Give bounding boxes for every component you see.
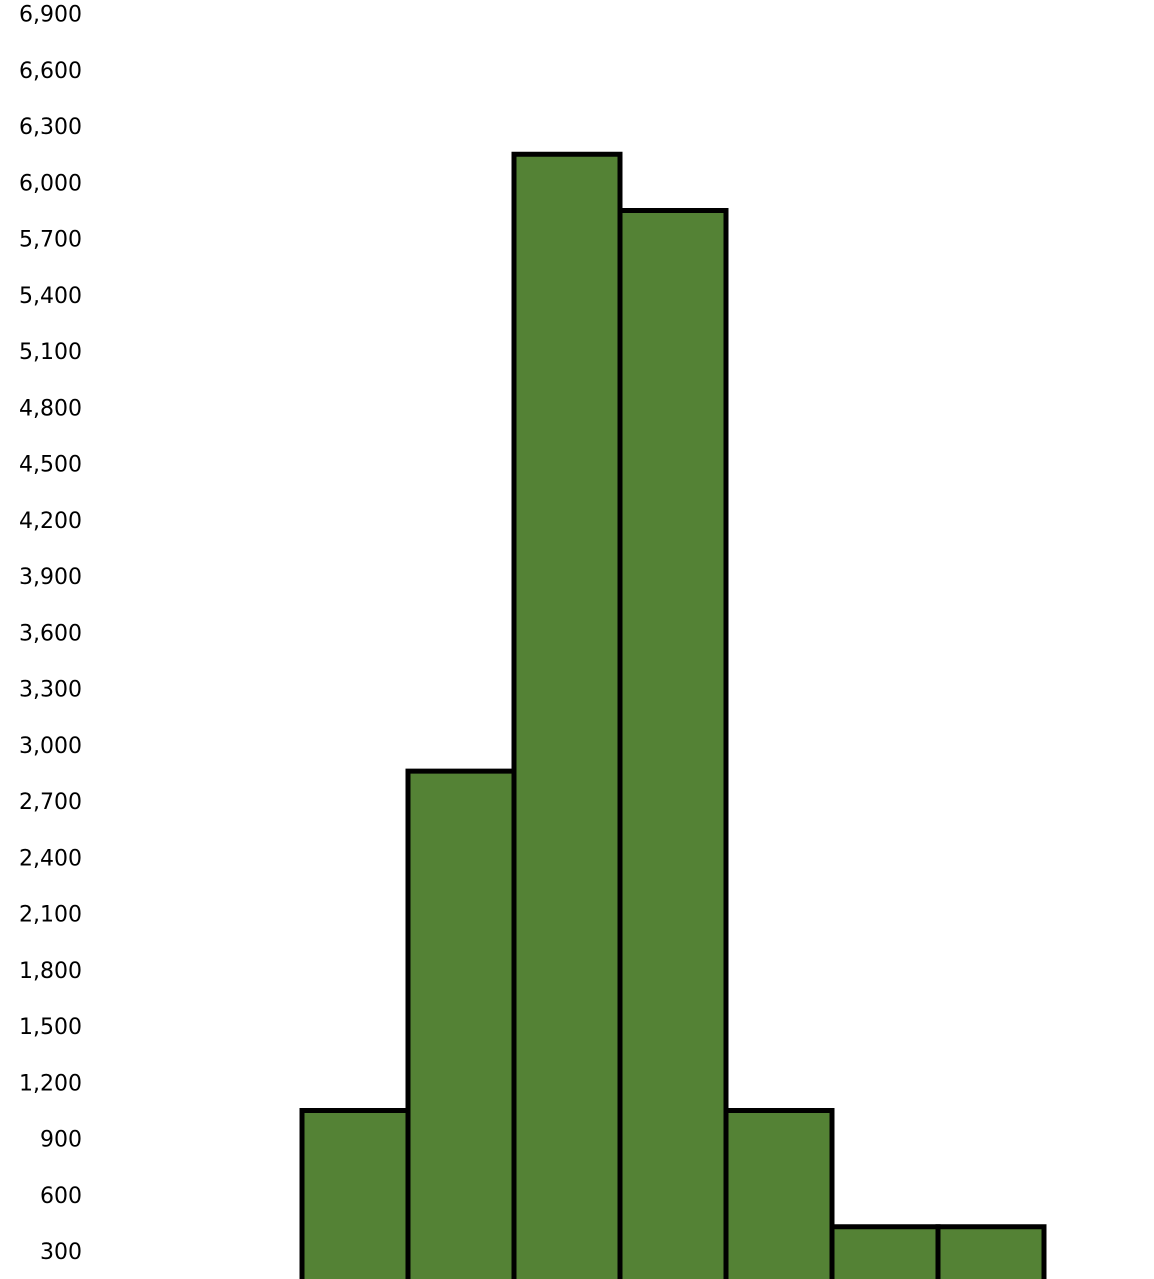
y-tick-label: 4,800 — [19, 396, 82, 421]
bars-group — [299, 151, 1047, 1279]
y-tick-label: 1,500 — [19, 1015, 82, 1040]
histogram-bar — [935, 1224, 1047, 1279]
y-tick-label: 5,700 — [19, 228, 82, 253]
y-tick-label: 1,800 — [19, 959, 82, 984]
y-tick-label: 4,500 — [19, 453, 82, 478]
y-tick-label: 3,900 — [19, 565, 82, 590]
y-tick-label: 600 — [40, 1184, 82, 1209]
y-tick-label: 900 — [40, 1128, 82, 1153]
y-tick-label: 4,200 — [19, 509, 82, 534]
y-tick-label: 2,100 — [19, 903, 82, 928]
y-tick-label: 2,700 — [19, 790, 82, 815]
y-tick-label: 3,300 — [19, 678, 82, 703]
y-tick-label: 6,600 — [19, 59, 82, 84]
y-tick-label: 2,400 — [19, 846, 82, 871]
y-tick-label: 1,200 — [19, 1071, 82, 1096]
histogram-bar — [723, 1108, 835, 1279]
histogram-bar — [299, 1108, 411, 1279]
y-tick-label: 5,400 — [19, 284, 82, 309]
y-tick-label: 6,300 — [19, 115, 82, 140]
histogram-bar — [405, 768, 517, 1279]
y-tick-label: 6,900 — [19, 3, 82, 28]
histogram-bar — [511, 151, 623, 1279]
histogram-bar — [829, 1224, 941, 1279]
y-tick-label: 3,000 — [19, 734, 82, 759]
y-tick-label: 6,000 — [19, 171, 82, 196]
y-tick-label: 3,600 — [19, 621, 82, 646]
y-axis-tick-labels: 300 600 900 1,200 1,500 1,800 2,100 2,400 2,700 3… — [19, 3, 82, 1266]
histogram-bar — [617, 208, 729, 1279]
y-tick-label: 300 — [40, 1240, 82, 1265]
y-tick-label: 5,100 — [19, 340, 82, 365]
